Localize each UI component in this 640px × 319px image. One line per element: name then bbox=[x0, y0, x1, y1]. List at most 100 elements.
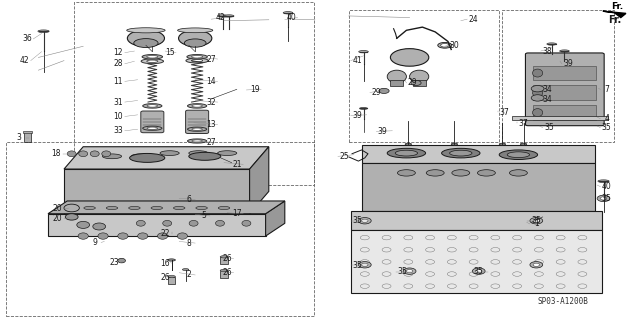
Ellipse shape bbox=[78, 233, 88, 239]
Text: 37: 37 bbox=[499, 108, 509, 117]
Text: 31: 31 bbox=[113, 98, 124, 107]
Ellipse shape bbox=[192, 128, 202, 130]
Ellipse shape bbox=[242, 220, 251, 226]
Text: 10: 10 bbox=[113, 112, 124, 121]
Ellipse shape bbox=[102, 154, 122, 159]
Ellipse shape bbox=[134, 39, 158, 48]
Bar bbox=[168, 277, 175, 284]
Text: 15: 15 bbox=[164, 48, 175, 57]
Text: 5: 5 bbox=[201, 211, 206, 220]
Ellipse shape bbox=[218, 151, 237, 156]
Text: 21: 21 bbox=[232, 160, 241, 169]
Ellipse shape bbox=[532, 69, 543, 77]
Ellipse shape bbox=[532, 108, 543, 117]
Text: 12: 12 bbox=[114, 48, 123, 57]
Ellipse shape bbox=[136, 220, 145, 226]
Ellipse shape bbox=[143, 104, 162, 108]
Text: 9: 9 bbox=[92, 238, 97, 247]
Bar bbox=[6, 142, 314, 316]
Ellipse shape bbox=[560, 50, 570, 52]
Text: 35: 35 bbox=[602, 123, 612, 132]
Text: 42: 42 bbox=[216, 13, 226, 22]
Ellipse shape bbox=[130, 153, 165, 162]
Polygon shape bbox=[351, 230, 602, 293]
Bar bbox=[24, 132, 31, 142]
Text: 1: 1 bbox=[534, 219, 539, 228]
Text: 32: 32 bbox=[206, 98, 216, 107]
Ellipse shape bbox=[438, 42, 452, 48]
Bar bbox=[533, 105, 596, 120]
Ellipse shape bbox=[90, 151, 99, 157]
Ellipse shape bbox=[187, 55, 207, 59]
Polygon shape bbox=[266, 201, 285, 236]
Circle shape bbox=[362, 263, 368, 266]
Ellipse shape bbox=[157, 233, 168, 239]
Text: Fr.: Fr. bbox=[611, 2, 623, 11]
Ellipse shape bbox=[509, 170, 527, 176]
Text: 41: 41 bbox=[352, 56, 362, 65]
Text: 38: 38 bbox=[542, 47, 552, 56]
Text: 35: 35 bbox=[352, 216, 362, 225]
Text: 26: 26 bbox=[222, 268, 232, 277]
Bar bbox=[23, 131, 32, 133]
Ellipse shape bbox=[499, 150, 538, 160]
Circle shape bbox=[533, 263, 540, 266]
Text: 39: 39 bbox=[563, 59, 573, 68]
Ellipse shape bbox=[225, 15, 234, 17]
Bar bbox=[390, 80, 403, 86]
Circle shape bbox=[379, 88, 389, 93]
Bar bbox=[512, 116, 608, 120]
Text: 33: 33 bbox=[113, 126, 124, 135]
Ellipse shape bbox=[147, 105, 157, 107]
FancyBboxPatch shape bbox=[186, 110, 209, 133]
Text: 30: 30 bbox=[449, 41, 460, 50]
Ellipse shape bbox=[499, 143, 506, 145]
Bar bbox=[220, 271, 228, 278]
Circle shape bbox=[476, 270, 482, 273]
Text: 6: 6 bbox=[186, 195, 191, 204]
Text: 11: 11 bbox=[114, 77, 123, 86]
Ellipse shape bbox=[191, 59, 203, 62]
Ellipse shape bbox=[532, 89, 543, 97]
Text: 24: 24 bbox=[468, 15, 479, 24]
Text: 22: 22 bbox=[161, 229, 170, 238]
Ellipse shape bbox=[218, 15, 228, 17]
Ellipse shape bbox=[390, 49, 429, 66]
Text: 25: 25 bbox=[339, 152, 349, 161]
Bar bbox=[533, 85, 596, 100]
Bar bbox=[502, 10, 614, 142]
Ellipse shape bbox=[177, 233, 188, 239]
Ellipse shape bbox=[127, 28, 165, 33]
Ellipse shape bbox=[189, 151, 208, 156]
Circle shape bbox=[362, 219, 368, 222]
Text: 39: 39 bbox=[352, 111, 362, 120]
Polygon shape bbox=[603, 11, 626, 18]
Polygon shape bbox=[362, 145, 595, 163]
Ellipse shape bbox=[173, 206, 185, 210]
Ellipse shape bbox=[218, 206, 230, 210]
Text: 40: 40 bbox=[602, 182, 612, 191]
Ellipse shape bbox=[216, 220, 225, 226]
Ellipse shape bbox=[426, 170, 444, 176]
Circle shape bbox=[406, 270, 413, 273]
Text: 26: 26 bbox=[160, 273, 170, 282]
Circle shape bbox=[472, 268, 485, 274]
Text: 35: 35 bbox=[544, 123, 554, 132]
Ellipse shape bbox=[192, 105, 202, 107]
Text: 35: 35 bbox=[531, 216, 541, 225]
Ellipse shape bbox=[147, 56, 158, 58]
Ellipse shape bbox=[127, 30, 164, 47]
Circle shape bbox=[411, 80, 421, 85]
Text: 8: 8 bbox=[186, 239, 191, 248]
Ellipse shape bbox=[410, 70, 429, 83]
Ellipse shape bbox=[189, 220, 198, 226]
Ellipse shape bbox=[143, 126, 162, 130]
Ellipse shape bbox=[182, 269, 189, 271]
Text: 18: 18 bbox=[52, 149, 61, 158]
Text: 17: 17 bbox=[232, 209, 242, 218]
Ellipse shape bbox=[440, 44, 449, 47]
Ellipse shape bbox=[93, 223, 106, 230]
Text: 35: 35 bbox=[474, 267, 484, 276]
Text: 14: 14 bbox=[206, 77, 216, 86]
Ellipse shape bbox=[449, 150, 472, 156]
